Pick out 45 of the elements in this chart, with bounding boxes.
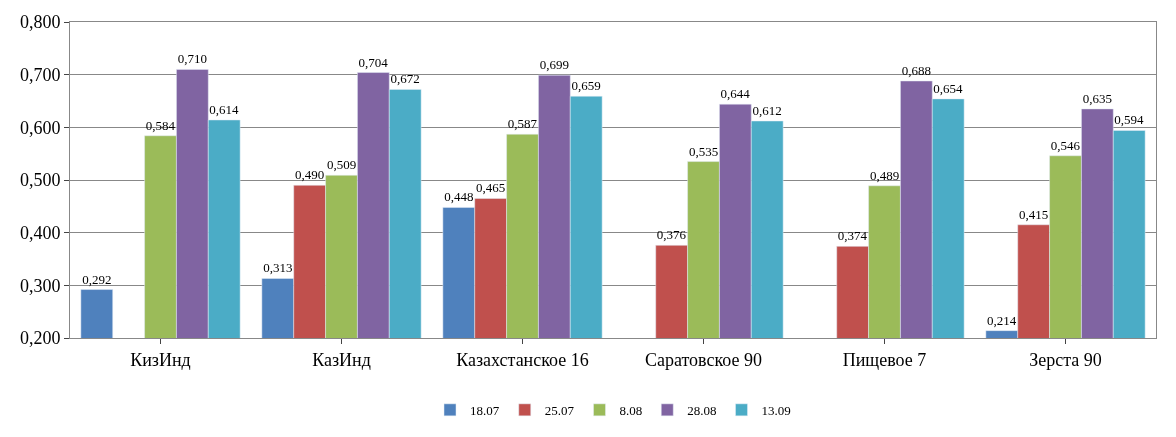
data-label: 0,535 bbox=[688, 143, 719, 159]
y-tick-label: 0,600 bbox=[19, 117, 61, 138]
data-label: 0,644 bbox=[720, 86, 751, 102]
data-label: 0,635 bbox=[1082, 90, 1112, 106]
x-tick-label: КизИнд bbox=[130, 349, 191, 370]
data-label: 0,688 bbox=[901, 62, 931, 78]
legend-label: 18.07 bbox=[470, 402, 500, 418]
data-label: 0,546 bbox=[1050, 137, 1081, 153]
y-tick-label: 0,300 bbox=[19, 275, 61, 296]
data-label: 0,465 bbox=[476, 180, 506, 196]
legend-label: 25.07 bbox=[544, 402, 575, 418]
legend-label: 28.08 bbox=[687, 402, 717, 418]
data-label: 0,374 bbox=[837, 228, 868, 244]
legend-label: 8.08 bbox=[619, 402, 643, 418]
data-label: 0,704 bbox=[358, 54, 389, 70]
data-label: 0,313 bbox=[263, 260, 293, 276]
x-tick-label: Саратовское 90 bbox=[644, 349, 763, 370]
data-label: 0,214 bbox=[986, 312, 1017, 328]
legend-label: 13.09 bbox=[761, 402, 791, 418]
x-tick-label: КазИнд bbox=[312, 349, 371, 370]
data-label: 0,509 bbox=[326, 157, 357, 173]
data-label: 0,710 bbox=[177, 51, 207, 67]
x-tick-label: Казахстанское 16 bbox=[456, 349, 589, 370]
data-label: 0,587 bbox=[507, 116, 538, 132]
data-label: 0,448 bbox=[444, 189, 474, 205]
y-tick-label: 0,200 bbox=[19, 328, 61, 349]
data-label: 0,612 bbox=[752, 103, 782, 119]
y-tick-label: 0,700 bbox=[19, 64, 61, 85]
data-label: 0,699 bbox=[539, 57, 569, 73]
data-label: 0,584 bbox=[145, 117, 176, 133]
x-tick-label: Пищевое 7 bbox=[842, 349, 927, 370]
data-label: 0,672 bbox=[390, 71, 420, 87]
data-label: 0,376 bbox=[656, 227, 687, 243]
data-label: 0,614 bbox=[209, 101, 240, 117]
y-tick-label: 0,400 bbox=[19, 222, 61, 243]
data-label: 0,415 bbox=[1019, 206, 1049, 222]
data-label: 0,594 bbox=[1114, 112, 1145, 128]
data-label: 0,490 bbox=[295, 167, 325, 183]
data-label: 0,659 bbox=[571, 78, 601, 94]
x-tick-label: Зерста 90 bbox=[1029, 349, 1102, 370]
data-label: 0,489 bbox=[869, 167, 900, 183]
y-tick-label: 0,800 bbox=[19, 12, 61, 33]
data-label: 0,654 bbox=[933, 80, 964, 96]
y-tick-label: 0,500 bbox=[19, 170, 61, 191]
data-label: 0,292 bbox=[82, 271, 112, 287]
